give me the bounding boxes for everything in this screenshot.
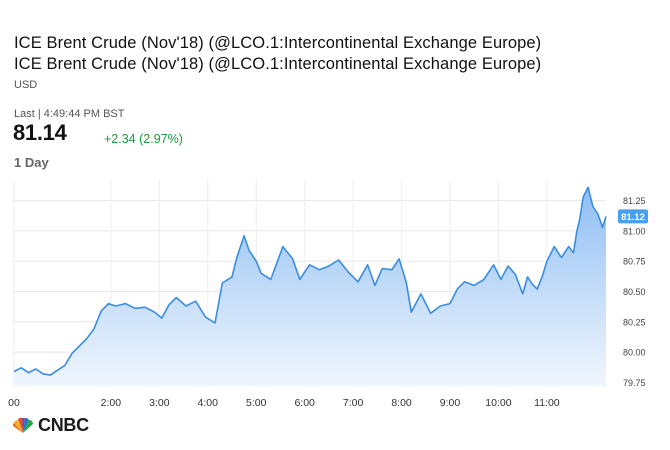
x-axis: 00 2:00 3:00 4:00 5:00 6:00 7:00 8:00 9:00 10:00 1… [8, 397, 560, 409]
x-tick-label: 6:00 [294, 397, 315, 409]
cnbc-logo: CNBC [12, 415, 89, 436]
x-tick-label: 2:00 [101, 397, 122, 409]
price-chart: 81.25 81.00 80.75 80.50 80.25 80.00 79.75 00 2:… [8, 180, 648, 409]
series-line [13, 186, 607, 376]
y-tick-label: 80.75 [623, 257, 646, 267]
y-tick-label: 79.75 [623, 378, 646, 388]
series-area-fill [14, 187, 606, 386]
instrument-subtitle: ICE Brent Crude (Nov'18) (@LCO.1:Interco… [14, 55, 542, 73]
x-tick-label: 10:00 [485, 397, 511, 409]
peacock-icon [12, 417, 33, 433]
last-update-time: Last | 4:49:44 PM BST [14, 108, 125, 120]
x-tick-label: 7:00 [343, 397, 364, 409]
x-tick-label: 8:00 [391, 397, 412, 409]
currency-label: USD [14, 79, 38, 91]
current-value-badge [618, 209, 648, 224]
last-price: 81.14 [13, 120, 67, 145]
y-tick-label: 80.25 [623, 317, 646, 327]
y-tick-label: 80.50 [623, 287, 646, 297]
logo-text: CNBC [38, 415, 89, 435]
x-tick-label: 00 [8, 397, 20, 409]
x-tick-label: 4:00 [198, 397, 219, 409]
chart-area-layer [13, 186, 607, 386]
x-tick-label: 3:00 [149, 397, 170, 409]
current-value-label: 81.12 [621, 212, 645, 223]
y-tick-label: 80.00 [623, 348, 646, 358]
x-tick-label: 9:00 [440, 397, 461, 409]
y-tick-label: 81.25 [623, 196, 646, 206]
y-axis: 81.25 81.00 80.75 80.50 80.25 80.00 79.75 [623, 196, 646, 388]
current-value-layer: 81.12 [618, 209, 648, 224]
chart-period: 1 Day [14, 155, 49, 170]
price-change: +2.34 (2.97%) [104, 132, 183, 146]
instrument-title: ICE Brent Crude (Nov'18) (@LCO.1:Interco… [14, 34, 542, 52]
x-tick-label: 5:00 [246, 397, 267, 409]
y-tick-label: 81.00 [623, 226, 646, 236]
x-tick-label: 11:00 [534, 397, 560, 409]
